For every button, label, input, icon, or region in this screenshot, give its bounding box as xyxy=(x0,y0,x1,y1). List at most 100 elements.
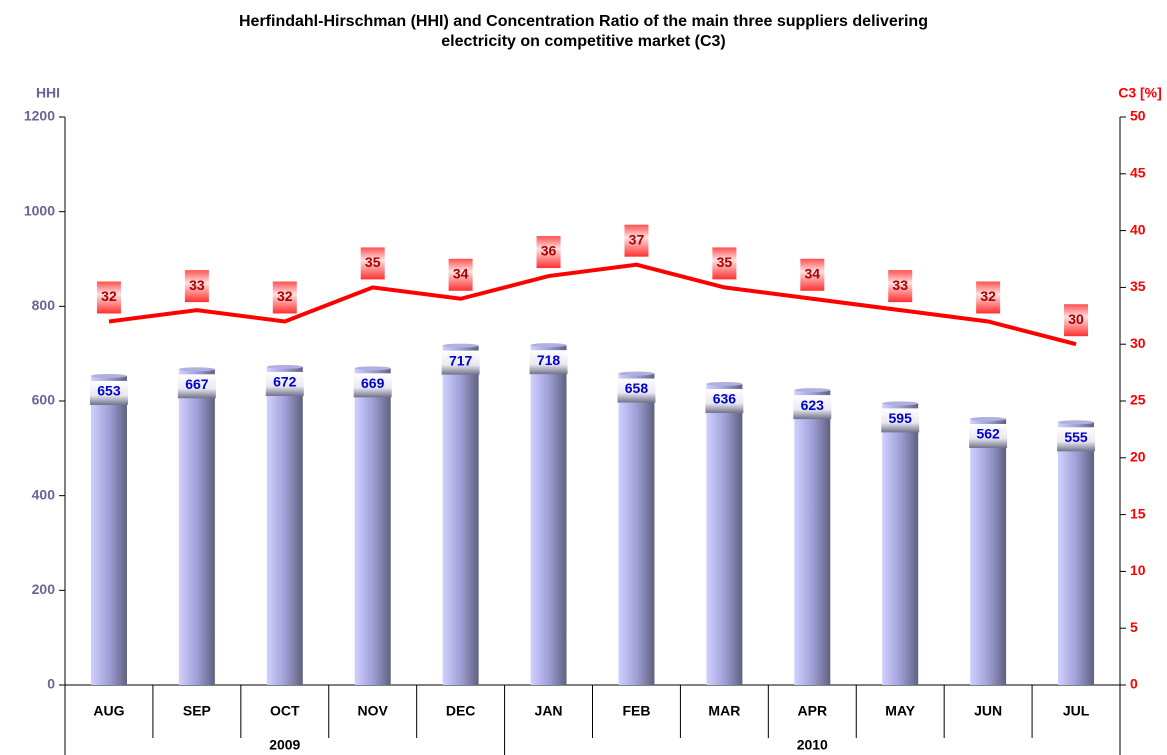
bar xyxy=(90,375,127,685)
bar-label: 636 xyxy=(713,391,737,407)
bar xyxy=(794,390,831,685)
bar-top xyxy=(882,401,919,406)
y-tick-label: 1000 xyxy=(24,202,55,218)
bar-label: 717 xyxy=(449,352,473,368)
bar-label-box xyxy=(177,374,216,399)
line-label-box xyxy=(184,270,209,303)
y2-tick-label: 10 xyxy=(1130,562,1146,578)
x-tick-label: MAY xyxy=(885,703,915,719)
line-label-box xyxy=(272,281,297,314)
bar-label-box xyxy=(89,380,128,405)
bar-label-box xyxy=(265,371,304,396)
year-label: 2009 xyxy=(269,737,300,753)
bar-top xyxy=(90,373,127,378)
y-tick-label: 1200 xyxy=(24,108,55,124)
chart-title: Herfindahl-Hirschman (HHI) and Concentra… xyxy=(239,13,928,50)
bar-label: 653 xyxy=(97,383,121,399)
bar-label: 595 xyxy=(889,410,913,426)
y-tick-label: 0 xyxy=(47,676,55,692)
bar-label-box xyxy=(881,408,920,433)
y-axis-label: HHI xyxy=(36,85,60,101)
bar xyxy=(178,369,215,685)
bar-label: 672 xyxy=(273,374,297,390)
bar-label: 718 xyxy=(537,352,561,368)
x-tick-label: NOV xyxy=(358,703,389,719)
bar-label-box xyxy=(969,423,1008,448)
line-label: 32 xyxy=(980,288,996,304)
bar-top xyxy=(442,343,479,348)
y-tick-label: 600 xyxy=(32,392,56,408)
line-label: 36 xyxy=(541,243,557,259)
y2-tick-label: 40 xyxy=(1130,221,1146,237)
line-label: 33 xyxy=(189,277,205,293)
line-label: 35 xyxy=(365,254,381,270)
year-label: 2010 xyxy=(797,737,828,753)
y-tick-label: 200 xyxy=(32,581,56,597)
x-tick-label: JAN xyxy=(535,703,563,719)
bar xyxy=(442,345,479,685)
bar xyxy=(882,403,919,685)
bar-label-box xyxy=(617,378,656,403)
bar-label-box xyxy=(705,388,744,413)
line-label: 34 xyxy=(453,265,469,281)
x-tick-label: JUL xyxy=(1063,703,1090,719)
x-tick-label: MAR xyxy=(708,703,740,719)
x-tick-label: AUG xyxy=(93,703,124,719)
bar-top xyxy=(354,366,391,371)
line-label: 32 xyxy=(277,288,293,304)
y2-tick-label: 15 xyxy=(1130,505,1146,521)
y2-tick-label: 20 xyxy=(1130,449,1146,465)
bar xyxy=(266,366,303,685)
bar-label-box xyxy=(529,350,568,375)
line-label-box xyxy=(624,224,649,257)
bar xyxy=(618,373,655,685)
line-label: 37 xyxy=(629,231,645,247)
line-label: 34 xyxy=(805,265,821,281)
bar xyxy=(1058,422,1095,685)
y2-axis-label: C3 [%] xyxy=(1118,85,1162,101)
line-label-box xyxy=(360,247,385,280)
line-label: 32 xyxy=(101,288,117,304)
bar-label-box xyxy=(353,373,392,398)
line-label-box xyxy=(96,281,121,314)
line-label-box xyxy=(800,258,825,291)
bar-label: 623 xyxy=(801,397,825,413)
bar xyxy=(706,383,743,685)
line-label-box xyxy=(1064,304,1089,337)
x-tick-label: OCT xyxy=(270,703,300,719)
bar xyxy=(354,368,391,685)
bar-top xyxy=(970,416,1007,421)
y2-tick-label: 35 xyxy=(1130,278,1146,294)
y2-tick-label: 30 xyxy=(1130,335,1146,351)
bar-top xyxy=(706,381,743,386)
line xyxy=(108,262,1077,347)
bar-label-box xyxy=(1057,427,1096,452)
y2-tick-label: 5 xyxy=(1130,619,1138,635)
bar-label: 669 xyxy=(361,375,385,391)
y2-tick-label: 45 xyxy=(1130,165,1146,181)
bar-label: 555 xyxy=(1064,429,1088,445)
bar-label-box xyxy=(441,350,480,375)
bar-label: 562 xyxy=(976,426,1000,442)
x-tick-label: JUN xyxy=(974,703,1002,719)
x-tick-label: FEB xyxy=(622,703,650,719)
x-tick-label: SEP xyxy=(183,703,211,719)
line-label-box xyxy=(976,281,1001,314)
line-label-box xyxy=(448,258,473,291)
bar-top xyxy=(266,364,303,369)
y2-tick-label: 0 xyxy=(1130,676,1138,692)
line-label: 35 xyxy=(717,254,733,270)
title-box: Herfindahl-Hirschman (HHI) and Concentra… xyxy=(0,12,1167,52)
bar xyxy=(970,418,1007,685)
line-label-box xyxy=(712,247,737,280)
bar-label: 667 xyxy=(185,376,209,392)
bar-label: 658 xyxy=(625,380,649,396)
y2-tick-label: 25 xyxy=(1130,392,1146,408)
y-tick-label: 800 xyxy=(32,297,56,313)
bar-top xyxy=(618,371,655,376)
y2-tick-label: 50 xyxy=(1130,108,1146,124)
bar-top xyxy=(794,388,831,393)
line-label-box xyxy=(536,236,561,269)
line-label: 33 xyxy=(892,277,908,293)
